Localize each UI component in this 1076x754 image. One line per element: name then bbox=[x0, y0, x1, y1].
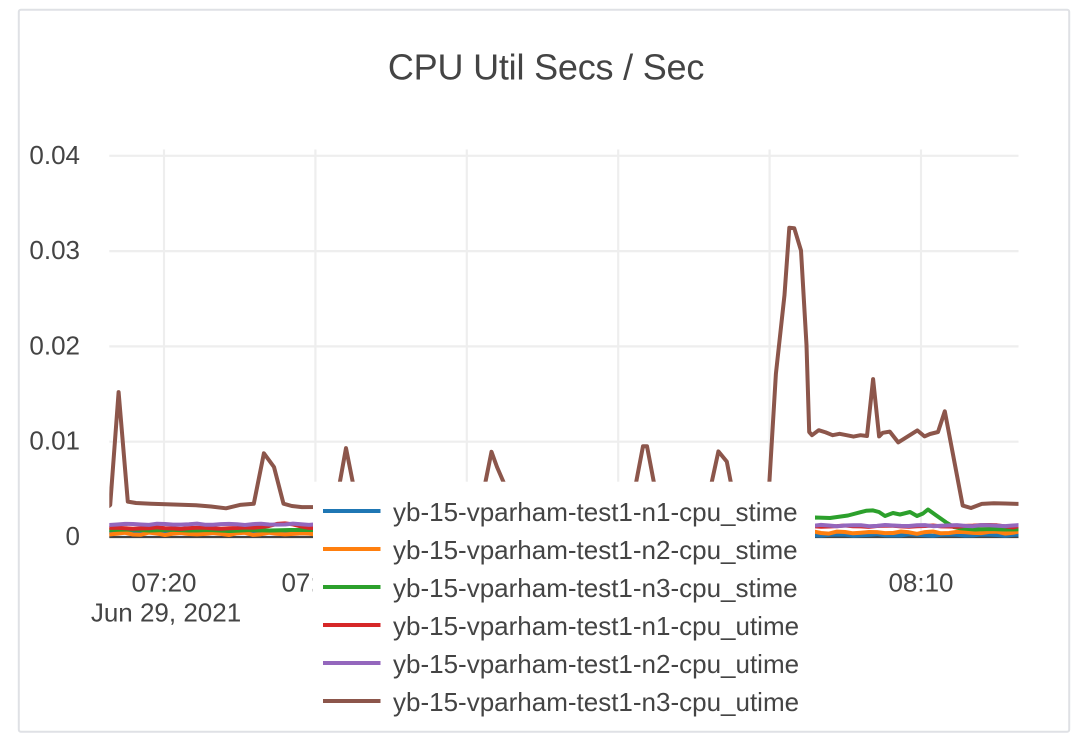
svg-text:0.03: 0.03 bbox=[29, 235, 80, 265]
svg-text:Jun 29, 2021: Jun 29, 2021 bbox=[91, 598, 241, 628]
svg-text:07:20: 07:20 bbox=[131, 568, 196, 598]
svg-text:CPU Util Secs / Sec: CPU Util Secs / Sec bbox=[388, 47, 704, 88]
svg-text:yb-15-vparham-test1-n3-cpu_uti: yb-15-vparham-test1-n3-cpu_utime bbox=[393, 687, 799, 717]
svg-text:yb-15-vparham-test1-n1-cpu_sti: yb-15-vparham-test1-n1-cpu_stime bbox=[393, 497, 798, 527]
svg-text:yb-15-vparham-test1-n2-cpu_uti: yb-15-vparham-test1-n2-cpu_utime bbox=[393, 649, 799, 679]
svg-text:yb-15-vparham-test1-n1-cpu_uti: yb-15-vparham-test1-n1-cpu_utime bbox=[393, 611, 799, 641]
svg-text:yb-15-vparham-test1-n2-cpu_sti: yb-15-vparham-test1-n2-cpu_stime bbox=[393, 535, 798, 565]
svg-text:0: 0 bbox=[66, 521, 80, 551]
svg-text:0.02: 0.02 bbox=[29, 330, 80, 360]
svg-text:0.01: 0.01 bbox=[29, 426, 80, 456]
svg-text:08:10: 08:10 bbox=[888, 568, 953, 598]
svg-text:0.04: 0.04 bbox=[29, 140, 80, 170]
svg-text:yb-15-vparham-test1-n3-cpu_sti: yb-15-vparham-test1-n3-cpu_stime bbox=[393, 573, 798, 603]
